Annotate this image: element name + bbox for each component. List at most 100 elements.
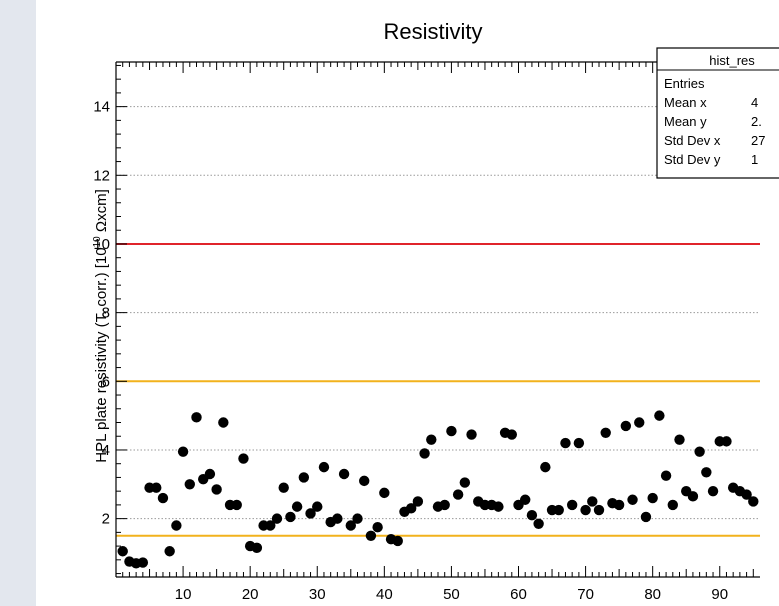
data-point [305,508,316,519]
data-point [600,427,611,438]
data-point [566,499,578,511]
data-point [721,436,732,447]
stats-box-rows: Entries Mean x 4 Mean y 2. Std Dev x 27 Std Dev… [664,76,765,167]
data-point [526,510,538,521]
plot-canvas: Resistivity HPL plate resistivity (T. co… [36,0,779,606]
data-point [593,504,605,516]
data-point [157,492,169,504]
y-tick-label: 12 [93,167,110,184]
data-point [660,470,672,481]
data-point [184,479,195,490]
data-point [412,496,424,507]
data-point [218,417,229,428]
data-point [204,468,216,480]
data-point [560,437,571,449]
y-tick-label: 4 [102,442,110,459]
data-point [446,425,457,437]
data-point [318,461,330,473]
data-point [117,546,128,557]
data-point [177,446,189,457]
stats-row-label: Std Dev y [664,152,721,167]
y-axis-label-unit: Ωxcm] [93,189,110,236]
data-point [345,520,356,531]
data-point [694,446,705,457]
stats-row-value: 2. [751,114,762,129]
data-point [573,437,585,449]
y-tick-label: 8 [102,305,110,322]
data-point [654,410,665,421]
data-point [291,501,303,512]
data-point [620,420,632,432]
y-axis-label-main: HPL plate resistivity (T. corr.) [10 [93,247,110,462]
data-point [520,494,531,505]
data-point [634,417,645,428]
y-axis-label: HPL plate resistivity (T. corr.) [1010 Ω… [92,189,110,463]
stats-row-label: Mean y [664,114,707,129]
chart-title: Resistivity [383,19,482,44]
data-point [392,535,403,547]
data-point [211,484,222,495]
data-point [493,501,504,512]
data-point [312,501,323,512]
data-point [278,482,289,493]
x-tick-label: 70 [577,586,594,603]
stats-row-label: Mean x [664,95,707,110]
data-point [580,504,591,516]
x-tick-label: 90 [711,586,728,603]
stats-row-value: 1 [751,152,758,167]
data-point [553,504,564,516]
data-point [405,503,417,514]
x-tick-label: 40 [376,586,393,603]
x-tick-label: 60 [510,586,527,603]
data-point [365,530,377,541]
x-tick-label: 30 [309,586,326,603]
data-point [466,429,477,440]
data-point [271,513,283,524]
y-axis-label-exponent: 10 [92,236,103,248]
data-point [439,499,450,511]
data-point [701,467,712,478]
data-point [587,496,598,507]
x-tick-label: 10 [175,586,192,603]
data-point [164,546,175,557]
data-point [533,518,544,529]
data-point [452,489,464,500]
data-point [231,499,242,511]
data-point [171,520,182,531]
x-tick-label: 80 [644,586,661,603]
data-points [117,410,759,569]
axis-ticks: 10 20 30 40 50 60 70 80 90 2 4 6 8 10 12 14 [93,62,754,603]
data-point [741,489,752,500]
data-point [137,557,149,568]
data-point [640,511,652,523]
data-point [251,542,263,554]
stats-row-value: 4 [751,95,758,110]
data-point [419,448,430,459]
data-point [674,434,685,445]
stats-box: hist_res Entries Mean x 4 Mean y 2. Std Dev x… [656,47,779,179]
data-point [647,492,658,504]
data-point [613,499,625,511]
data-point [191,412,202,423]
stats-row-label: Std Dev x [664,133,721,148]
data-point [338,468,350,480]
data-point [265,520,276,531]
y-tick-label: 10 [93,236,110,253]
resistivity-chart: Resistivity HPL plate resistivity (T. co… [92,19,779,603]
data-point [285,511,296,523]
reference-lines [116,242,760,537]
stats-box-title: hist_res [709,53,755,68]
x-tick-label: 20 [242,586,259,603]
data-point [748,496,759,507]
data-point [687,491,699,502]
data-point [540,461,551,473]
data-point [667,499,678,511]
data-point [352,513,363,524]
data-point [707,485,719,497]
data-point [372,522,383,533]
data-point [627,494,638,505]
stats-row-label: Entries [664,76,705,91]
data-point [238,453,249,464]
data-point [298,472,310,483]
data-point [426,434,437,445]
